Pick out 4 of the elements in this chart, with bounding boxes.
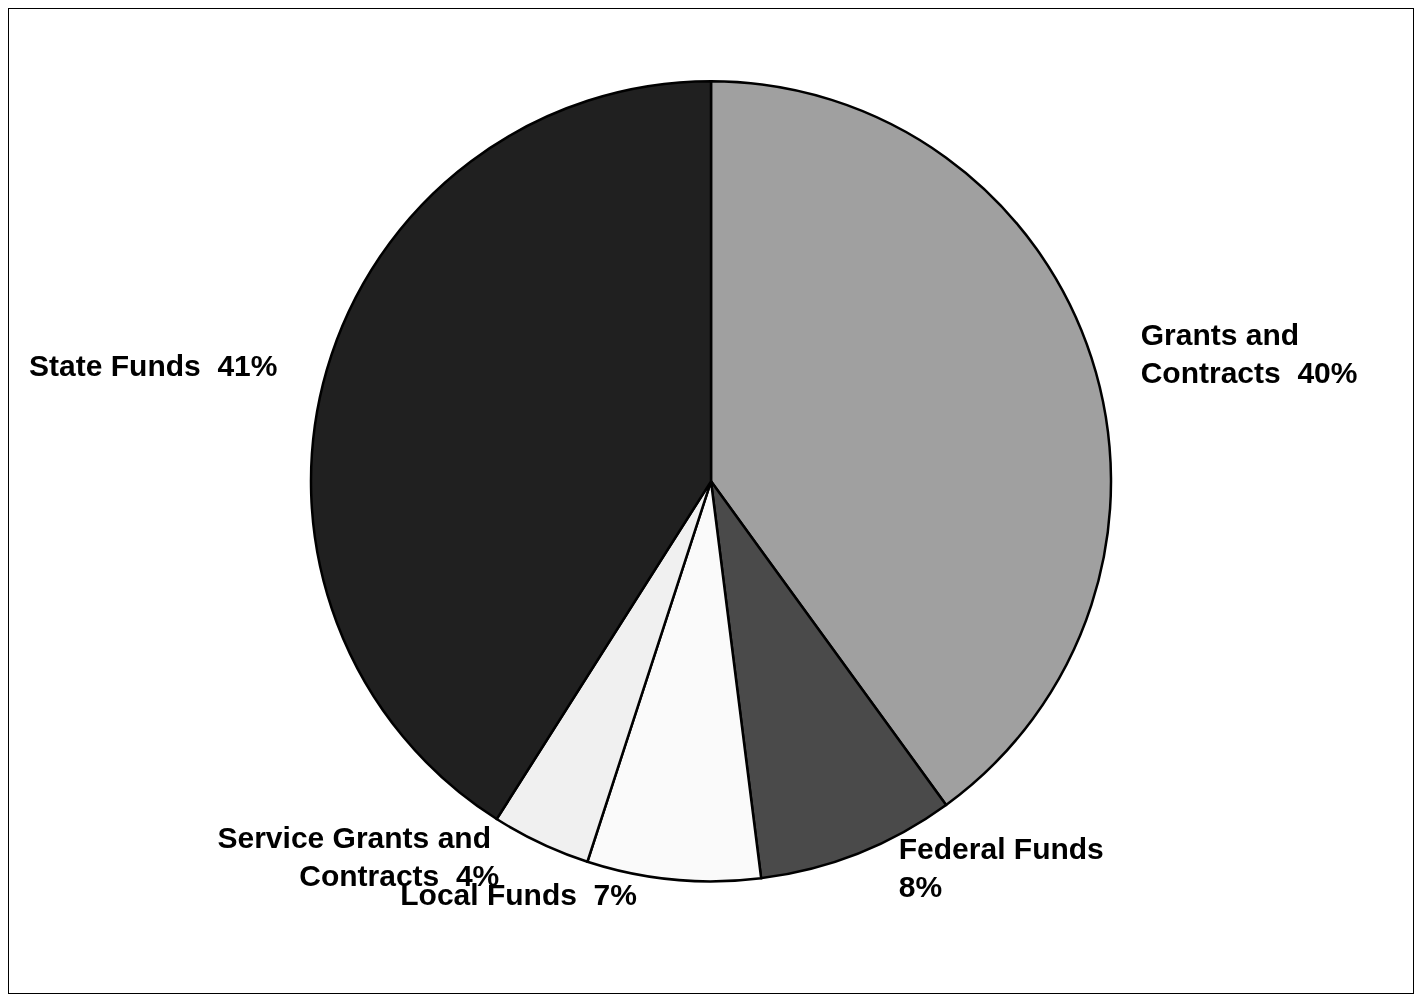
slice-label: State Funds 41% [29,349,278,383]
data-label: 8% [898,869,943,903]
slice-label: Federal Funds [898,831,1121,865]
slice-label: Grants and Contracts 40% [1140,317,1358,389]
